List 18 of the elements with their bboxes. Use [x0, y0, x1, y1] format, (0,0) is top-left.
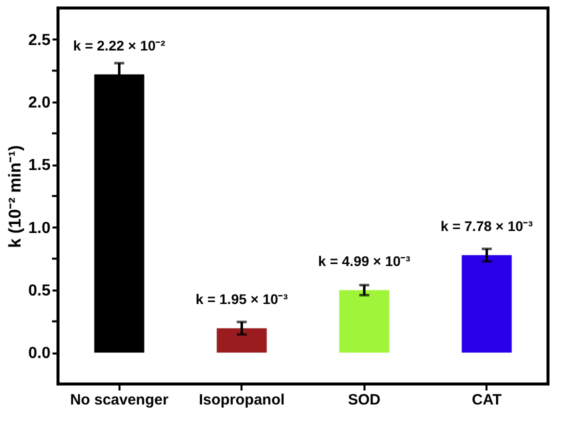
y-axis-title: k (10⁻² min⁻¹) — [5, 145, 24, 248]
x-tick-label: Isopropanol — [198, 392, 285, 408]
x-tick-label: SOD — [348, 392, 381, 408]
y-tick-label: 1.0 — [28, 220, 51, 237]
annotation: k = 4.99 × 10⁻³ — [318, 253, 411, 270]
y-tick-label: 2.5 — [28, 32, 51, 49]
y-tick-label: 1.5 — [28, 157, 51, 174]
y-tick-label: 2.0 — [28, 94, 51, 112]
x-tick-label: No scavenger — [70, 392, 169, 408]
bar — [462, 255, 512, 353]
annotation: k = 2.22 × 10⁻² — [73, 37, 166, 54]
y-tick-label: 0.0 — [28, 345, 51, 362]
annotation: k = 7.78 × 10⁻³ — [440, 218, 534, 234]
x-tick-label: CAT — [472, 392, 502, 408]
bar — [339, 290, 390, 353]
y-tick-label: 0.5 — [28, 282, 51, 300]
annotation: k = 1.95 × 10⁻³ — [196, 291, 288, 308]
bar — [216, 328, 267, 353]
